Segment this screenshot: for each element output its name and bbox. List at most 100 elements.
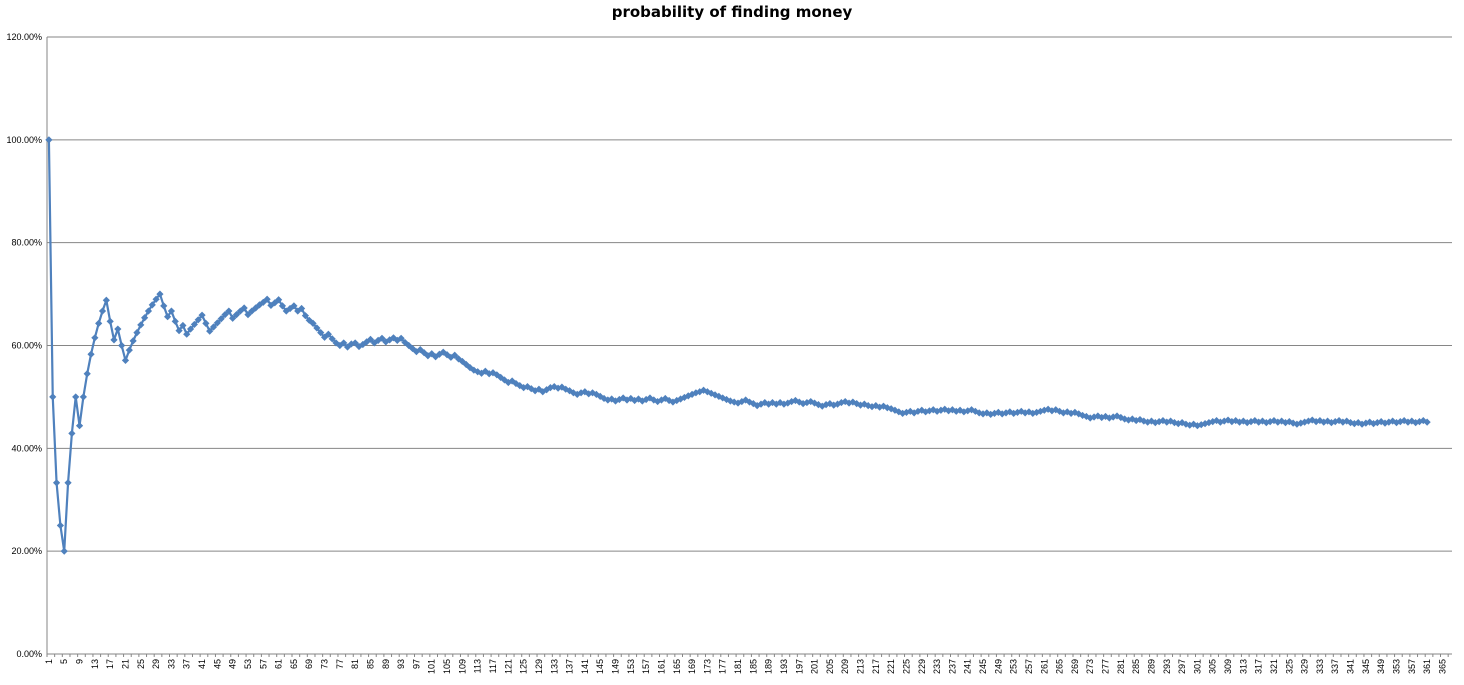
x-tick-label: 33 xyxy=(166,659,176,669)
data-point xyxy=(102,296,110,304)
y-tick-label: 60.00% xyxy=(11,341,42,351)
x-tick-label: 89 xyxy=(381,659,391,669)
data-point xyxy=(137,321,145,329)
data-point xyxy=(435,350,444,358)
x-tick-label: 81 xyxy=(350,659,360,669)
data-point xyxy=(565,387,574,395)
data-point xyxy=(944,407,953,415)
data-point xyxy=(608,395,616,403)
data-point xyxy=(118,341,126,350)
data-point xyxy=(1159,416,1167,425)
data-point xyxy=(876,403,884,411)
data-point xyxy=(56,521,64,530)
x-tick-label: 97 xyxy=(411,659,421,669)
data-point xyxy=(745,398,754,406)
x-tick-label: 345 xyxy=(1361,659,1371,674)
data-point xyxy=(198,311,206,319)
data-point xyxy=(106,317,114,325)
data-point xyxy=(1197,421,1205,429)
data-point xyxy=(171,317,179,325)
data-point xyxy=(213,319,221,327)
data-point xyxy=(386,336,394,344)
y-tick-label: 40.00% xyxy=(11,443,42,453)
data-point xyxy=(872,402,880,410)
data-point xyxy=(1189,420,1198,428)
x-tick-label: 53 xyxy=(243,659,253,669)
data-point xyxy=(114,325,122,333)
data-point xyxy=(458,357,466,366)
x-tick-label: 197 xyxy=(794,659,804,674)
x-tick-label: 41 xyxy=(197,659,207,669)
x-tick-label: 173 xyxy=(702,659,712,674)
data-point xyxy=(351,339,359,347)
data-point xyxy=(98,307,107,315)
x-tick-label: 13 xyxy=(90,659,100,669)
x-tick-label: 333 xyxy=(1315,659,1325,674)
data-point xyxy=(1404,418,1412,426)
data-point xyxy=(795,398,803,406)
data-point xyxy=(141,314,149,322)
x-tick-label: 357 xyxy=(1407,659,1417,674)
x-tick-label: 241 xyxy=(963,659,973,674)
data-point xyxy=(366,335,375,343)
data-point xyxy=(382,338,390,346)
data-point xyxy=(363,338,371,346)
data-point xyxy=(964,407,972,415)
x-tick-label: 37 xyxy=(182,659,192,669)
x-tick-label: 365 xyxy=(1437,659,1447,674)
data-point xyxy=(95,319,103,327)
x-tick-label: 353 xyxy=(1391,659,1401,674)
data-point xyxy=(451,351,459,359)
data-point xyxy=(879,402,888,410)
data-point xyxy=(1071,408,1079,416)
x-tick-label: 205 xyxy=(825,659,835,674)
data-point xyxy=(615,395,623,404)
data-point xyxy=(91,334,99,342)
x-tick-label: 93 xyxy=(396,659,406,669)
x-tick-label: 125 xyxy=(519,659,529,674)
data-point xyxy=(837,398,845,407)
data-point xyxy=(232,311,241,319)
data-point xyxy=(1224,416,1232,424)
data-point xyxy=(1228,417,1236,426)
data-point xyxy=(833,400,842,408)
x-tick-label: 189 xyxy=(764,659,774,674)
x-tick-label: 1 xyxy=(44,659,54,664)
data-point xyxy=(1369,420,1378,428)
data-point xyxy=(1105,414,1113,422)
data-point xyxy=(692,389,700,397)
x-tick-label: 25 xyxy=(136,659,146,669)
y-tick-label: 0.00% xyxy=(16,649,42,659)
y-tick-label: 80.00% xyxy=(11,238,42,248)
data-point xyxy=(240,304,248,312)
data-point xyxy=(420,349,428,357)
data-point xyxy=(1278,417,1286,425)
data-point xyxy=(669,398,677,406)
data-point xyxy=(512,379,520,388)
data-point xyxy=(826,400,834,408)
data-point xyxy=(772,400,780,408)
data-point xyxy=(309,319,317,327)
data-point xyxy=(359,340,367,349)
x-tick-label: 321 xyxy=(1269,659,1279,674)
x-tick-label: 213 xyxy=(856,659,866,674)
data-point xyxy=(604,396,612,404)
data-point xyxy=(1136,415,1144,424)
data-point xyxy=(340,339,348,347)
x-tick-label: 153 xyxy=(626,659,636,674)
x-tick-label: 181 xyxy=(733,659,743,674)
data-point xyxy=(83,370,91,378)
data-point xyxy=(87,350,95,358)
data-point xyxy=(990,409,999,417)
data-point xyxy=(757,400,765,408)
data-point xyxy=(301,312,310,320)
data-point xyxy=(1006,408,1014,416)
x-tick-label: 305 xyxy=(1208,659,1218,674)
data-point xyxy=(960,408,968,416)
data-point xyxy=(707,389,715,397)
x-tick-label: 193 xyxy=(779,659,789,674)
x-tick-label: 273 xyxy=(1085,659,1095,674)
y-tick-label: 20.00% xyxy=(11,546,42,556)
data-point xyxy=(860,400,868,408)
data-point xyxy=(1343,417,1351,425)
